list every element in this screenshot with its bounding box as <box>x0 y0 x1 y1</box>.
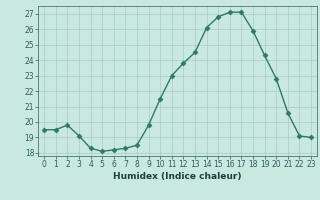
X-axis label: Humidex (Indice chaleur): Humidex (Indice chaleur) <box>113 172 242 181</box>
